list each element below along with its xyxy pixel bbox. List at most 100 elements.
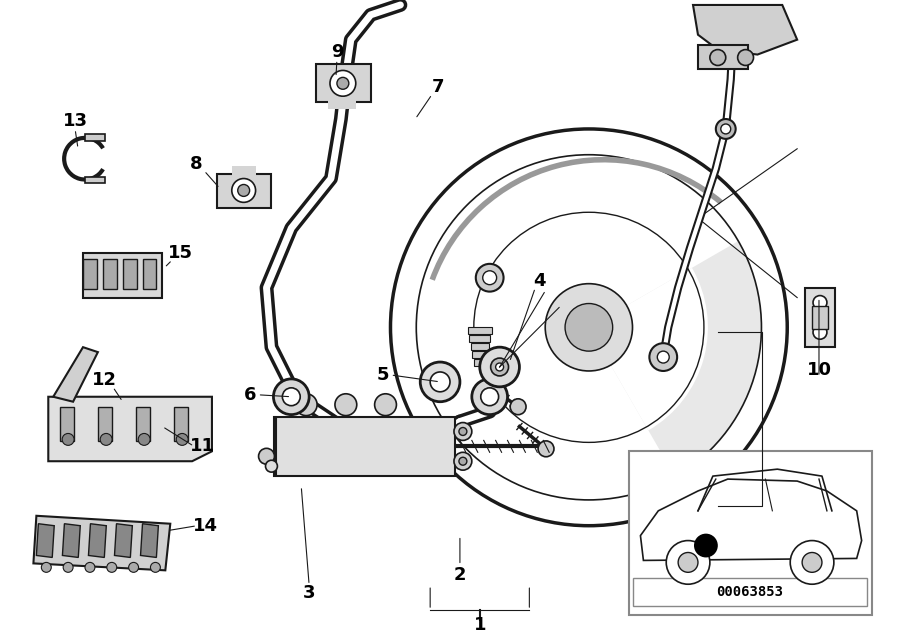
Text: 5: 5	[376, 366, 389, 384]
Circle shape	[454, 452, 472, 470]
Circle shape	[139, 434, 150, 445]
Circle shape	[538, 441, 554, 457]
Circle shape	[107, 563, 117, 572]
Circle shape	[802, 552, 822, 572]
Text: 10: 10	[806, 361, 832, 379]
Circle shape	[716, 119, 735, 139]
Polygon shape	[62, 524, 80, 558]
Text: 3: 3	[303, 584, 315, 602]
Circle shape	[721, 124, 731, 134]
Bar	[60, 406, 74, 441]
Circle shape	[666, 540, 710, 584]
Circle shape	[85, 563, 94, 572]
Text: 12: 12	[93, 371, 117, 389]
Circle shape	[738, 50, 753, 65]
Bar	[812, 305, 828, 330]
Polygon shape	[53, 347, 98, 402]
Circle shape	[482, 271, 497, 284]
Bar	[634, 578, 867, 606]
Circle shape	[232, 178, 256, 203]
Text: 9: 9	[330, 43, 343, 60]
Circle shape	[295, 394, 317, 415]
Bar	[473, 359, 486, 366]
Circle shape	[129, 563, 139, 572]
Text: 2: 2	[454, 566, 466, 584]
Circle shape	[790, 540, 834, 584]
Text: 4: 4	[533, 272, 545, 290]
Circle shape	[266, 460, 277, 472]
Polygon shape	[49, 397, 212, 461]
Bar	[276, 417, 455, 476]
Bar	[83, 253, 162, 298]
Bar	[136, 406, 150, 441]
Circle shape	[657, 351, 670, 363]
Polygon shape	[140, 524, 158, 558]
Bar	[232, 166, 256, 175]
Circle shape	[283, 388, 301, 406]
Text: 14: 14	[193, 517, 218, 535]
Circle shape	[100, 434, 112, 445]
Bar	[103, 259, 117, 289]
Bar	[468, 327, 491, 334]
Text: 7: 7	[432, 78, 445, 97]
Polygon shape	[85, 177, 104, 184]
Circle shape	[813, 325, 827, 339]
Polygon shape	[114, 524, 132, 558]
Polygon shape	[88, 524, 106, 558]
Circle shape	[459, 457, 467, 465]
Circle shape	[62, 434, 74, 445]
Text: 00063853: 00063853	[716, 585, 783, 599]
Bar	[328, 97, 356, 109]
Text: 6: 6	[243, 386, 256, 404]
Text: 1: 1	[473, 616, 486, 634]
Circle shape	[454, 422, 472, 441]
Circle shape	[176, 434, 188, 445]
Circle shape	[274, 379, 310, 415]
Text: 11: 11	[190, 438, 214, 455]
Text: 8: 8	[190, 155, 203, 173]
Bar	[698, 44, 748, 69]
Bar	[472, 351, 487, 358]
Bar	[83, 259, 97, 289]
Bar	[471, 343, 489, 350]
Circle shape	[813, 295, 827, 309]
Circle shape	[710, 50, 725, 65]
Circle shape	[650, 343, 677, 371]
Wedge shape	[589, 241, 761, 477]
Bar	[469, 335, 491, 342]
Circle shape	[459, 427, 467, 436]
Circle shape	[330, 70, 356, 97]
Circle shape	[694, 533, 718, 558]
Circle shape	[481, 388, 499, 406]
Circle shape	[430, 372, 450, 392]
Circle shape	[496, 363, 504, 371]
Circle shape	[565, 304, 613, 351]
Circle shape	[374, 394, 396, 415]
Polygon shape	[36, 524, 54, 558]
Circle shape	[476, 264, 504, 291]
Circle shape	[472, 379, 508, 415]
Polygon shape	[85, 134, 104, 141]
Bar	[316, 65, 371, 102]
Bar	[806, 288, 835, 347]
Bar	[628, 451, 871, 615]
Circle shape	[510, 399, 526, 415]
Circle shape	[238, 185, 249, 196]
Polygon shape	[693, 5, 797, 55]
Text: 13: 13	[63, 112, 87, 130]
Circle shape	[420, 362, 460, 402]
Text: 15: 15	[167, 244, 193, 262]
Bar	[142, 259, 157, 289]
Circle shape	[41, 563, 51, 572]
Circle shape	[678, 552, 698, 572]
Circle shape	[63, 563, 73, 572]
Circle shape	[480, 347, 519, 387]
Circle shape	[545, 284, 633, 371]
Circle shape	[337, 77, 349, 90]
Polygon shape	[641, 479, 861, 561]
Circle shape	[335, 394, 356, 415]
Circle shape	[491, 358, 508, 376]
Circle shape	[150, 563, 160, 572]
Bar	[217, 173, 272, 208]
Bar	[122, 259, 137, 289]
